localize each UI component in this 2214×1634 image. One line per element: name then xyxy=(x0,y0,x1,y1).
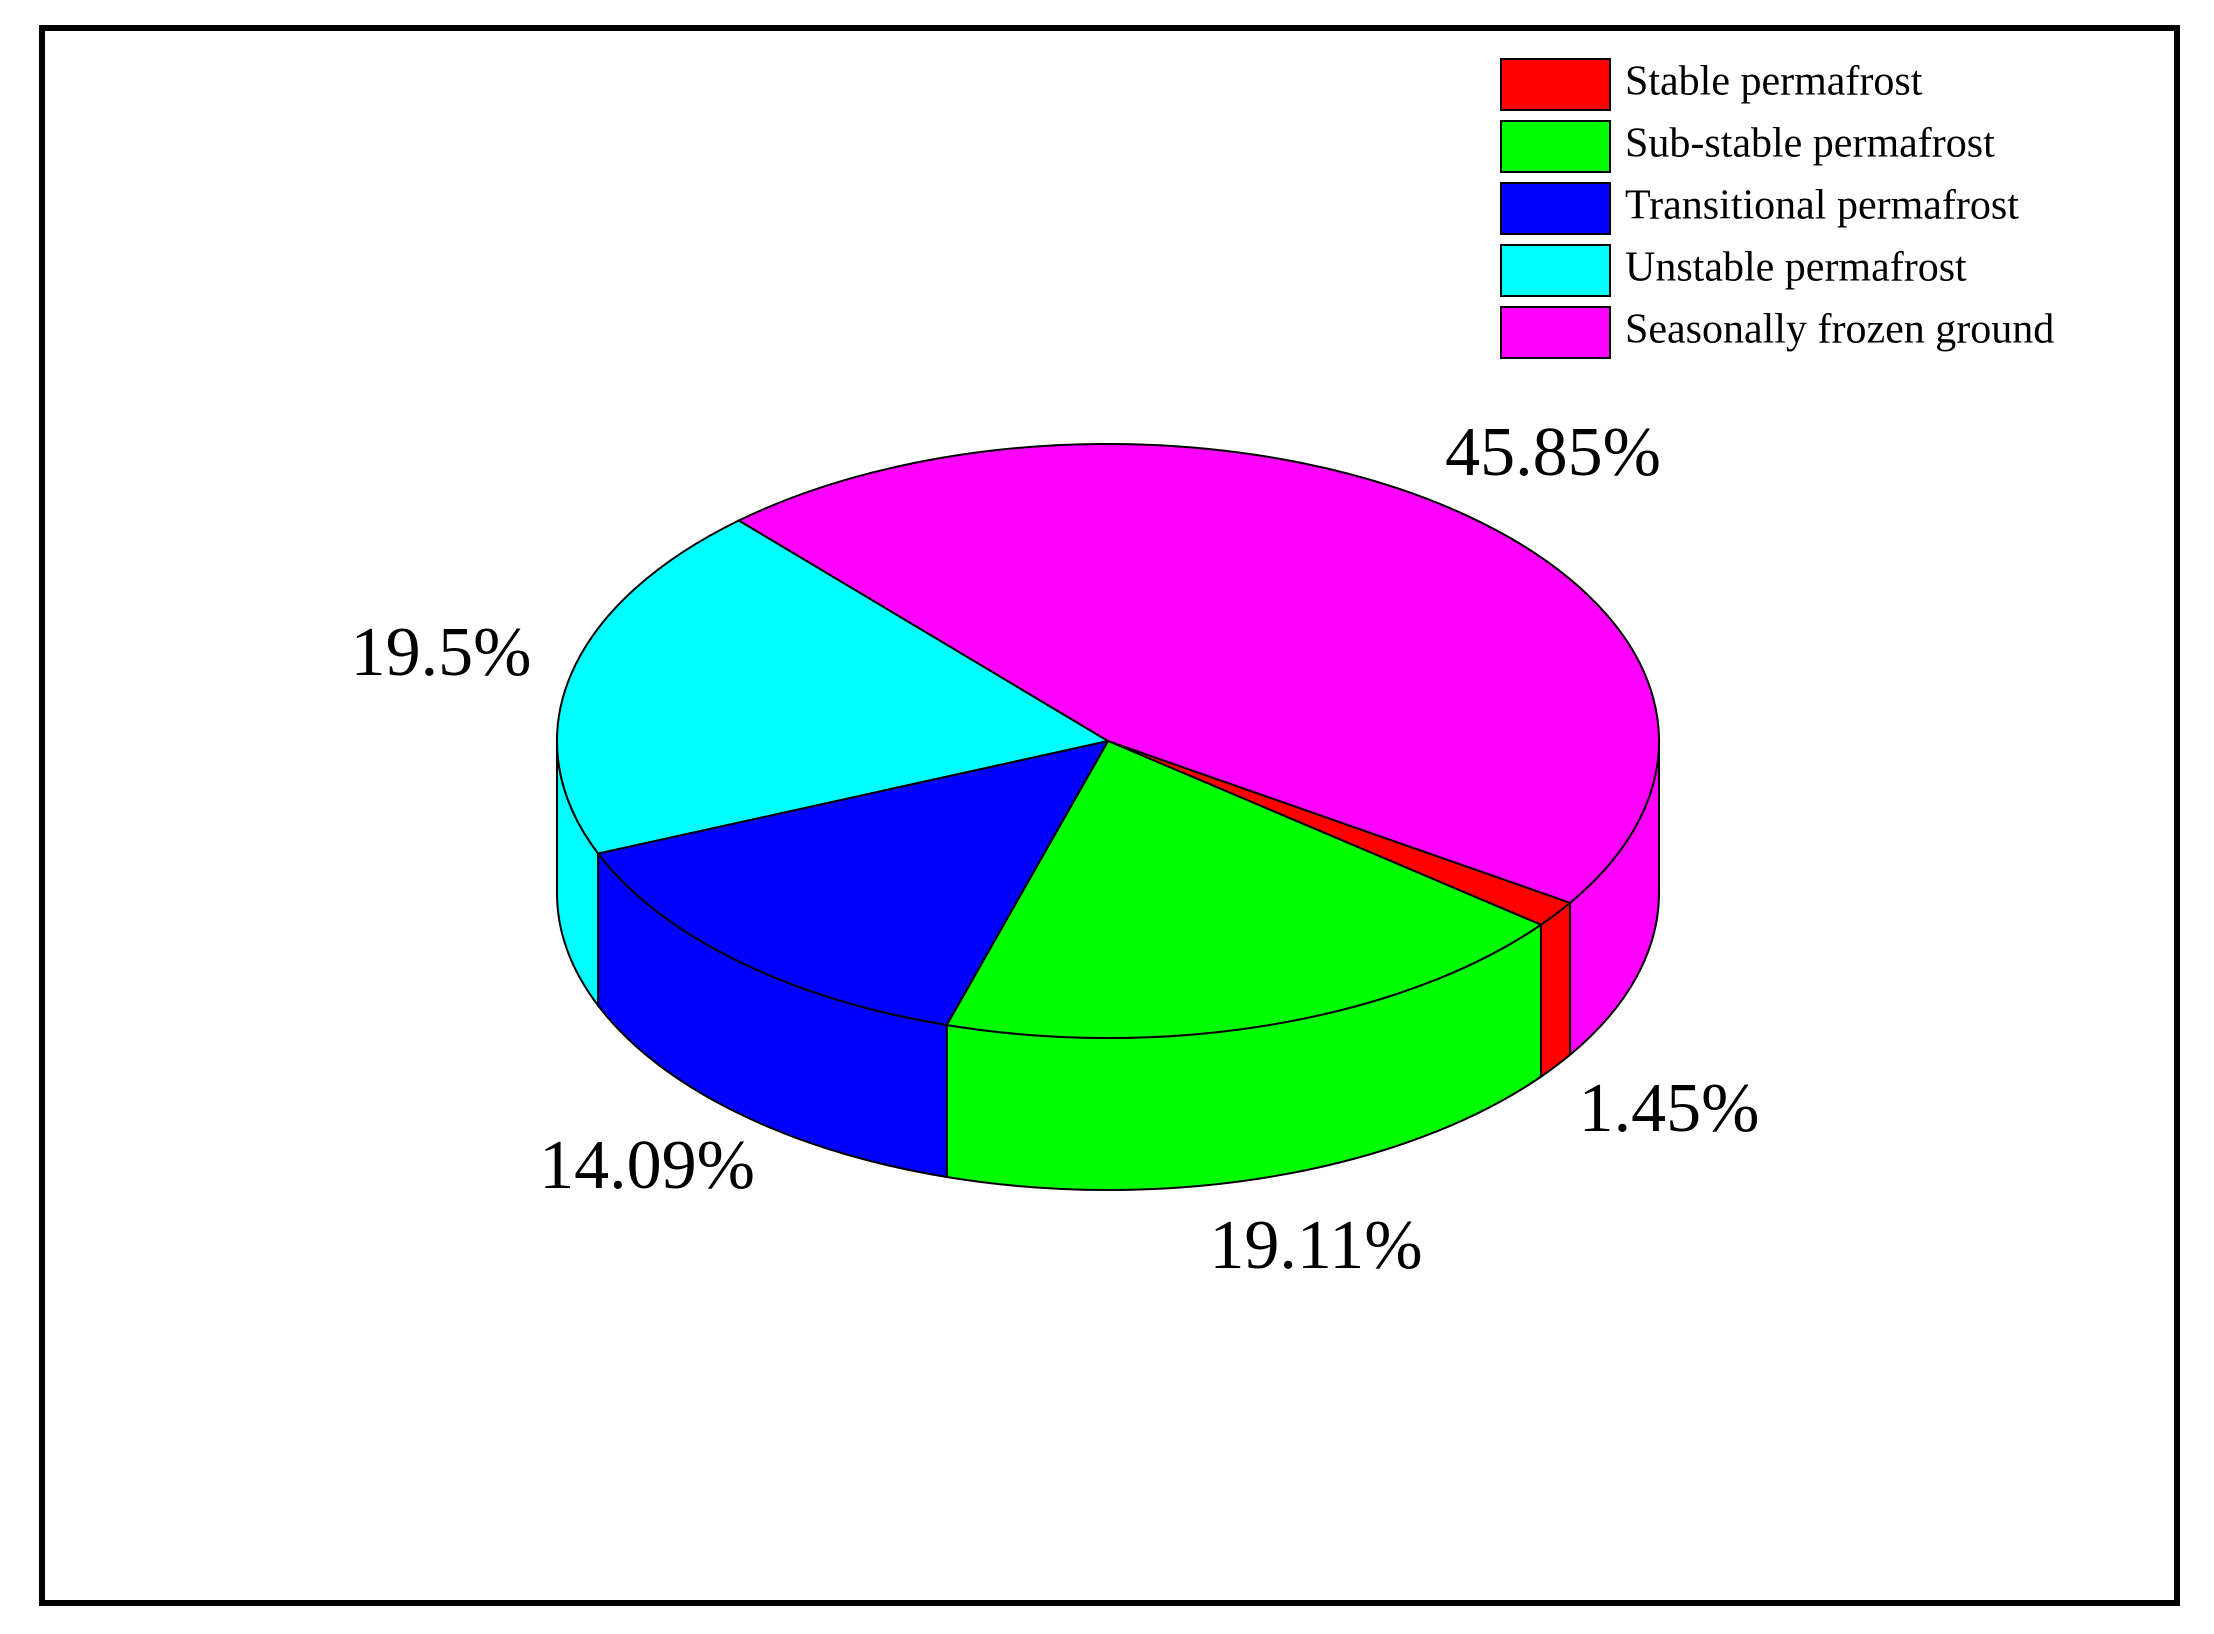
value-label: 1.45% xyxy=(1579,1070,1760,1147)
slice-top xyxy=(945,739,1543,1039)
legend-swatch xyxy=(1500,244,1611,297)
value-label: 14.09% xyxy=(539,1127,755,1204)
legend-swatch xyxy=(1500,306,1611,359)
slice-side xyxy=(1539,900,1572,1079)
legend-label: Unstable permafrost xyxy=(1625,245,1967,291)
legend-swatch xyxy=(1500,182,1611,235)
value-label: 19.5% xyxy=(351,614,532,691)
slice-top xyxy=(596,739,1110,1027)
legend-label: Seasonally frozen ground xyxy=(1625,307,2054,353)
legend-label: Stable permafrost xyxy=(1625,59,1923,105)
slice-top xyxy=(736,442,1660,904)
legend-swatch xyxy=(1500,58,1611,111)
value-label: 45.85% xyxy=(1445,414,1661,491)
legend-label: Transitional permafrost xyxy=(1625,183,2019,229)
legend-swatch xyxy=(1500,120,1611,173)
value-label: 19.11% xyxy=(1209,1207,1422,1284)
slice-top xyxy=(556,519,1111,855)
legend-label: Sub-stable permafrost xyxy=(1625,121,1995,167)
